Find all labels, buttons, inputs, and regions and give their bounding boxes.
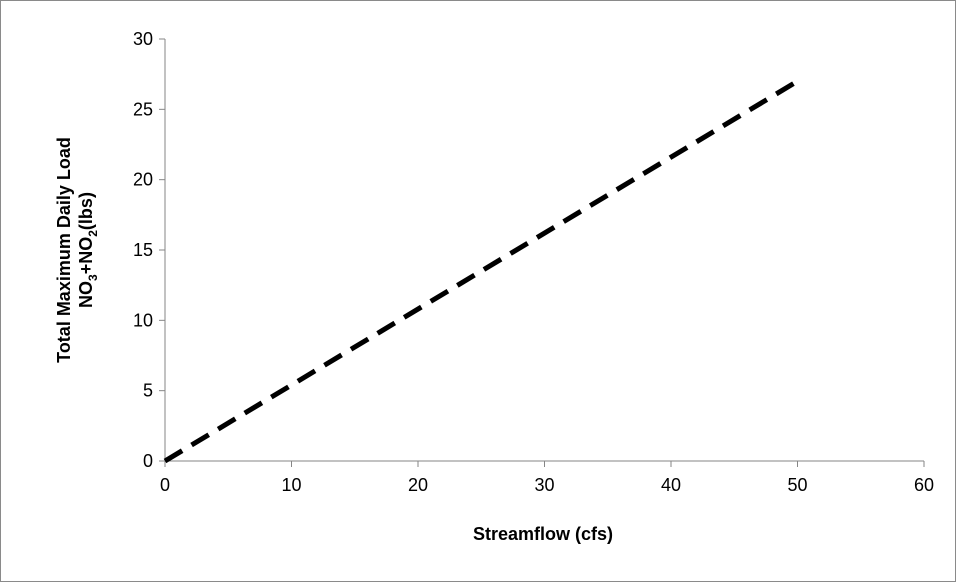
x-tick-label: 50 [787, 475, 807, 495]
y-tick-label: 20 [133, 170, 153, 190]
y-axis-title-line2: NO3+NO2(lbs) [76, 192, 100, 308]
y-tick-label: 0 [143, 451, 153, 471]
x-tick-label: 0 [160, 475, 170, 495]
x-tick-label: 10 [281, 475, 301, 495]
series-line-1 [163, 79, 799, 464]
y-axis-title-units: (lbs) [76, 192, 96, 230]
y-tick-label: 30 [133, 29, 153, 49]
series-layer [163, 79, 799, 464]
x-tick-label: 60 [914, 475, 934, 495]
y-tick-label: 25 [133, 99, 153, 119]
tick-labels: 0 5 10 15 20 25 30 0 10 20 30 40 50 60 [133, 29, 934, 495]
y-axis-title-sub2: 2 [86, 230, 100, 237]
y-axis-title: Total Maximum Daily Load NO3+NO2(lbs) [54, 137, 100, 363]
y-axis-title-no3: NO [76, 281, 96, 308]
axes [159, 38, 925, 467]
y-axis-title-line1: Total Maximum Daily Load [54, 137, 74, 363]
y-axis-title-plus-no2: +NO [76, 237, 96, 275]
x-axis-title: Streamflow (cfs) [473, 524, 613, 544]
x-tick-label: 30 [534, 475, 554, 495]
y-axis-title-sub3: 3 [86, 274, 100, 281]
x-tick-label: 40 [661, 475, 681, 495]
x-tick-label: 20 [408, 475, 428, 495]
y-tick-label: 5 [143, 381, 153, 401]
y-tick-label: 15 [133, 240, 153, 260]
y-tick-label: 10 [133, 310, 153, 330]
